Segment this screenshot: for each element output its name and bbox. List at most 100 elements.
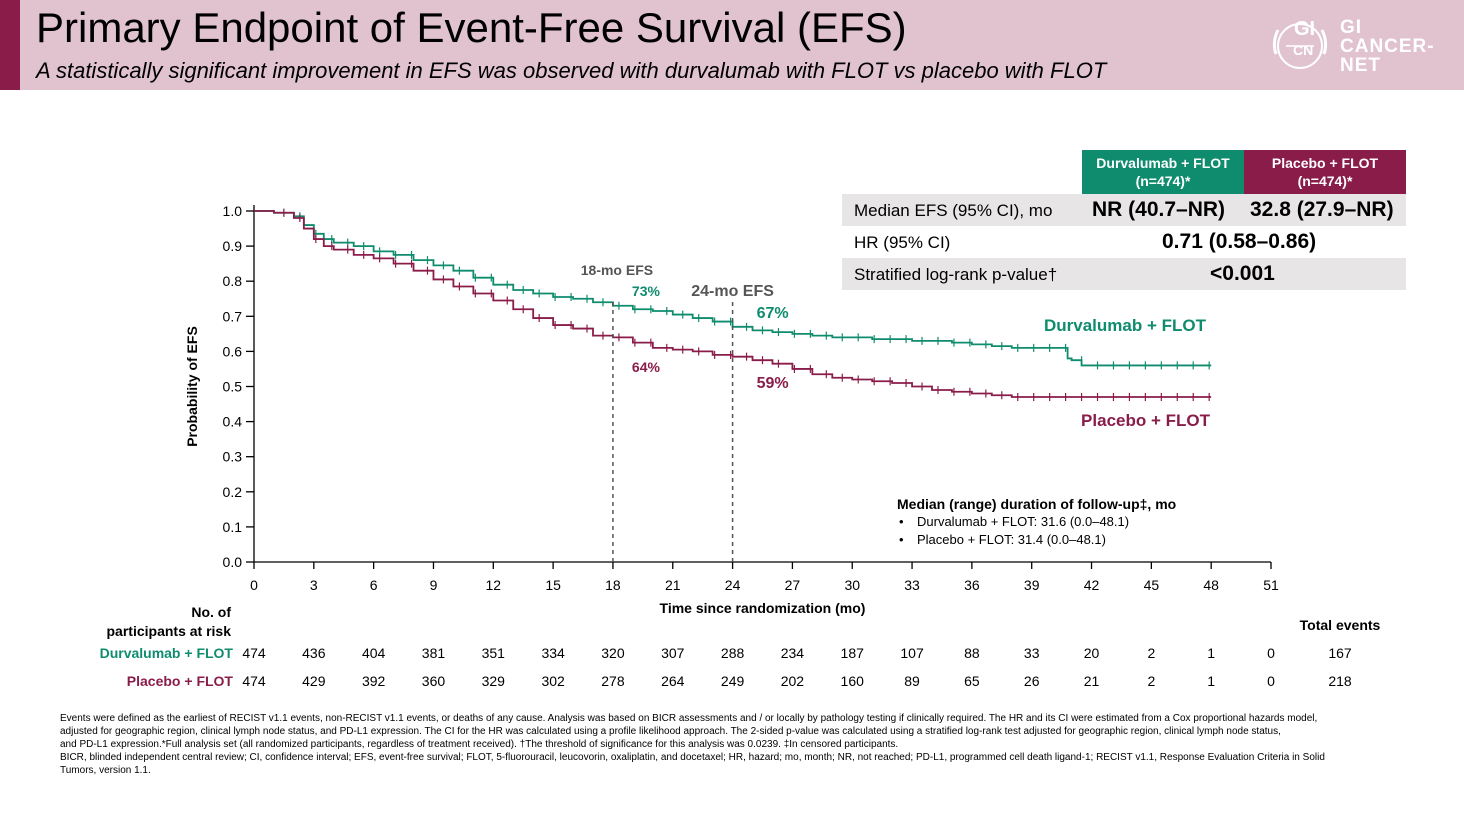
at-risk-value: 288 [721,645,745,661]
landmark-18mo-placebo: 64% [632,359,661,375]
at-risk-value: 1 [1207,673,1215,689]
at-risk-value: 0 [1267,645,1275,661]
table-row-median-efs: Median EFS (95% CI), mo NR (40.7–NR) 32.… [842,194,1406,226]
landmark-24mo-durvalumab: 67% [757,305,789,322]
at-risk-value: 474 [242,673,266,689]
table-row-p-value: Stratified log-rank p-value† <0.001 [842,258,1406,290]
x-tick-label: 45 [1144,577,1160,593]
row-label: HR (95% CI) [854,233,951,252]
logo-line-2: CANCER- [1340,36,1435,57]
logo-line-1: GI [1340,17,1363,38]
y-tick-label: 0.2 [223,484,243,500]
footnote-line: and PD-L1 expression.*Full analysis set … [60,739,899,750]
curve-durvalumab [254,210,1212,367]
at-risk-value: 234 [781,645,805,661]
median-efs-durvalumab: NR (40.7–NR) [1092,198,1226,221]
footnotes: Events were defined as the earliest of R… [60,712,1420,777]
chart-annotations: 18-mo EFS 73% 64% 24-mo EFS 67% 59% Durvalumab… [581,262,1211,562]
at-risk-value: 351 [482,645,506,661]
at-risk-value: 2 [1147,673,1155,689]
at-risk-value: 436 [302,645,326,661]
at-risk-value: 264 [661,673,685,689]
at-risk-value: 187 [841,645,865,661]
row-label: Median EFS (95% CI), mo [854,201,1053,220]
at-risk-table: No. of participants at risk Total events Du… [100,604,1381,689]
at-risk-value: 334 [541,645,565,661]
at-risk-header: No. of [191,604,231,620]
y-tick-label: 1.0 [223,203,243,219]
landmark-label-24mo: 24-mo EFS [691,283,774,300]
landmark-label-18mo: 18-mo EFS [581,262,653,278]
chart-axes: 0.00.10.20.30.40.50.60.70.80.91.00 3 6 9 12 1… [184,203,1279,616]
x-tick-label: 51 [1263,577,1279,593]
followup-title: Median (range) duration of follow-up‡, m… [897,496,1176,512]
row-label: Stratified log-rank p-value† [854,265,1058,284]
chart-curves [254,208,1212,402]
header-band: Primary Endpoint of Event-Free Survival … [0,0,1464,90]
logo-badge-top: GI [1294,18,1316,40]
x-tick-label: 48 [1203,577,1219,593]
y-tick-label: 0.3 [223,449,243,465]
followup-bullet: • [899,532,904,547]
total-events-value: 167 [1328,645,1352,661]
x-tick-label: 9 [430,577,438,593]
footnote-line: BICR, blinded independent central review… [60,752,1325,763]
at-risk-row-label: Placebo + FLOT [127,673,234,689]
p-value: <0.001 [1210,262,1275,285]
at-risk-value: 404 [362,645,386,661]
followup-item: Durvalumab + FLOT: 31.6 (0.0–48.1) [917,514,1129,529]
at-risk-value: 202 [781,673,805,689]
at-risk-value: 89 [904,673,920,689]
x-tick-label: 18 [605,577,621,593]
footnote-line: Events were defined as the earliest of R… [60,713,1318,724]
x-tick-label: 12 [486,577,502,593]
at-risk-value: 474 [242,645,266,661]
page-subtitle: A statistically significant improvement … [36,58,1107,83]
curve-placebo [254,210,1212,398]
landmark-18mo-durvalumab: 73% [632,283,661,299]
y-tick-label: 0.9 [223,238,243,254]
at-risk-value: 392 [362,673,386,689]
hr-value: 0.71 (0.58–0.86) [1162,230,1317,253]
x-axis-title: Time since randomization (mo) [660,600,866,616]
at-risk-value: 0 [1267,673,1275,689]
x-tick-label: 24 [725,577,741,593]
series-label-durvalumab: Durvalumab + FLOT [1044,316,1207,335]
at-risk-value: 21 [1084,673,1100,689]
y-axis-title: Probability of EFS [184,326,200,447]
y-tick-label: 0.7 [223,308,243,324]
at-risk-value: 320 [601,645,625,661]
table-row-hr: HR (95% CI) 0.71 (0.58–0.86) [842,226,1406,258]
y-tick-label: 0.8 [223,273,243,289]
at-risk-value: 307 [661,645,685,661]
laurel-badge-icon [1272,23,1328,69]
at-risk-value: 33 [1024,645,1040,661]
followup-bullet: • [899,514,904,529]
x-tick-label: 0 [250,577,258,593]
at-risk-value: 2 [1147,645,1155,661]
km-chart: 0.00.10.20.30.40.50.60.70.80.91.00 3 6 9 12 1… [100,203,1381,689]
at-risk-value: 1 [1207,645,1215,661]
total-events-header: Total events [1300,617,1381,633]
x-tick-label: 42 [1084,577,1100,593]
at-risk-value: 381 [422,645,446,661]
logo-wordmark: GI CANCER- NET [1340,18,1435,75]
at-risk-value: 160 [841,673,865,689]
at-risk-value: 26 [1024,673,1040,689]
logo-line-3: NET [1340,55,1381,76]
at-risk-row-label: Durvalumab + FLOT [100,645,234,661]
at-risk-value: 249 [721,673,745,689]
page-title: Primary Endpoint of Event-Free Survival … [36,4,907,51]
gi-cancer-net-logo: GI CN GI CANCER- NET [1268,12,1448,82]
header-accent-bar [0,0,20,90]
at-risk-value: 302 [541,673,565,689]
x-tick-label: 27 [785,577,801,593]
total-events-value: 218 [1328,673,1352,689]
y-tick-label: 0.4 [223,414,243,430]
at-risk-value: 329 [482,673,506,689]
table-header-placebo: Placebo + FLOT (n=474)* [1244,150,1406,194]
x-tick-label: 15 [545,577,561,593]
y-tick-label: 0.1 [223,519,243,535]
at-risk-value: 278 [601,673,625,689]
landmark-24mo-placebo: 59% [757,375,789,392]
